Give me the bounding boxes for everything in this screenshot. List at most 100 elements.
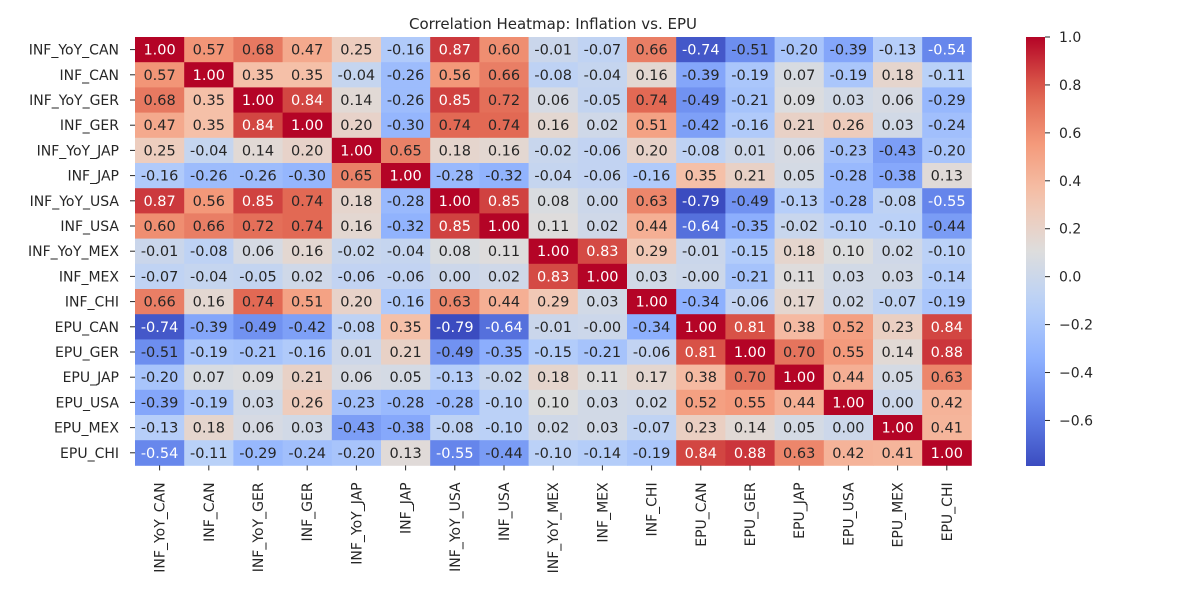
cell-value-label: 0.74: [488, 118, 520, 134]
cell-value-label: 0.25: [143, 143, 175, 159]
cell-value-label: 0.72: [242, 219, 274, 235]
heatmap-cell: [627, 188, 677, 214]
cell-value-label: -0.19: [633, 446, 671, 462]
heatmap-cell: [331, 440, 382, 466]
cell-value-label: 0.74: [291, 194, 323, 210]
heatmap-cell: [774, 415, 825, 441]
cell-value-label: -0.01: [534, 43, 572, 59]
heatmap-cell: [282, 112, 333, 139]
cell-value-label: 0.03: [586, 295, 618, 311]
cell-value-label: -0.06: [584, 143, 622, 159]
colorbar-tick-label: 0.2: [1059, 222, 1081, 238]
heatmap-cell: [233, 188, 283, 214]
cell-value-label: -0.07: [879, 295, 917, 311]
cell-value-label: 0.29: [537, 295, 569, 311]
heatmap-cell: [676, 163, 726, 189]
cell-value-label: -0.24: [928, 118, 966, 134]
heatmap-cell: [676, 188, 726, 214]
cell-value-label: 0.44: [635, 219, 667, 235]
heatmap-cell: [577, 112, 628, 139]
heatmap-cell: [184, 389, 234, 416]
heatmap-cell: [676, 364, 726, 391]
cell-value-label: -0.02: [485, 370, 523, 386]
cell-value-label: 0.74: [242, 295, 274, 311]
row-label: EPU_MEX: [54, 421, 119, 437]
cell-value-label: -0.10: [928, 244, 966, 260]
heatmap-cell: [725, 389, 775, 416]
heatmap-cell: [577, 37, 628, 63]
cell-value-label: -0.28: [436, 395, 474, 411]
heatmap-cell: [823, 37, 874, 63]
heatmap-cell: [528, 440, 579, 466]
cell-value-label: -0.39: [682, 68, 720, 84]
heatmap-cell: [528, 188, 579, 214]
cell-value-label: 0.14: [340, 93, 372, 109]
heatmap-cell: [430, 389, 480, 416]
cell-value-label: 0.11: [537, 219, 569, 235]
heatmap-cell: [282, 389, 333, 416]
heatmap-cell: [479, 364, 529, 391]
cell-value-label: 0.70: [783, 345, 815, 361]
heatmap-cell: [479, 62, 529, 88]
cell-value-label: -0.16: [633, 169, 671, 185]
cell-value-label: 0.00: [439, 269, 471, 285]
cell-value-label: 0.14: [881, 345, 913, 361]
row-label: INF_YoY_USA: [30, 194, 120, 210]
heatmap-cell: [381, 238, 431, 265]
cell-value-label: 0.63: [439, 295, 471, 311]
cell-value-label: 0.23: [685, 421, 717, 437]
heatmap-cell: [577, 62, 628, 88]
cell-value-label: 0.03: [586, 395, 618, 411]
cell-value-label: -0.49: [436, 345, 474, 361]
cell-value-label: 0.11: [488, 244, 520, 260]
heatmap-cell: [823, 163, 874, 189]
cell-value-label: 0.38: [685, 370, 717, 386]
cell-value-label: -0.54: [141, 446, 179, 462]
cell-value-label: 0.85: [439, 93, 471, 109]
cell-value-label: -0.01: [534, 320, 572, 336]
heatmap-cell: [528, 37, 579, 63]
cell-value-label: 1.00: [881, 421, 913, 437]
heatmap-cell: [922, 87, 972, 113]
heatmap-cell: [774, 137, 825, 164]
heatmap-cell: [774, 364, 825, 391]
row-label: INF_MEX: [59, 269, 120, 285]
heatmap-cell: [577, 289, 628, 315]
cell-value-label: -0.16: [387, 43, 425, 59]
heatmap-cell: [430, 188, 480, 214]
cell-value-label: 0.07: [193, 370, 225, 386]
heatmap-cell: [282, 314, 333, 340]
cell-value-label: 0.84: [242, 118, 274, 134]
cell-value-label: -0.55: [436, 446, 474, 462]
heatmap-cell: [184, 238, 234, 265]
heatmap-cell: [430, 339, 480, 365]
cell-value-label: 0.06: [242, 421, 274, 437]
heatmap-cell: [676, 137, 726, 164]
chart-title: Correlation Heatmap: Inflation vs. EPU: [409, 15, 697, 33]
column-label: INF_YoY_CAN: [153, 482, 169, 572]
cell-value-label: 0.10: [537, 395, 569, 411]
heatmap-cell: [331, 263, 382, 290]
heatmap-cell: [676, 112, 726, 139]
cell-value-label: 0.20: [340, 118, 372, 134]
heatmap-cell: [331, 62, 382, 88]
cell-value-label: -0.08: [436, 421, 474, 437]
heatmap-cell: [381, 415, 431, 441]
heatmap-cell: [430, 364, 480, 391]
cell-value-label: 0.14: [734, 421, 766, 437]
heatmap-cell: [725, 112, 775, 139]
heatmap-cell: [873, 112, 923, 139]
column-label: INF_MEX: [595, 482, 611, 543]
heatmap-cell: [331, 289, 382, 315]
cell-value-label: 0.63: [931, 370, 963, 386]
cell-value-label: -0.14: [928, 269, 966, 285]
cell-value-label: 0.44: [832, 370, 864, 386]
heatmap-cell: [627, 389, 677, 416]
cell-value-label: 0.72: [488, 93, 520, 109]
heatmap-cell: [430, 263, 480, 290]
heatmap-cell: [774, 314, 825, 340]
cell-value-label: -0.01: [141, 244, 179, 260]
cell-value-label: 1.00: [340, 143, 372, 159]
row-label: EPU_GER: [55, 345, 119, 361]
heatmap-cell: [282, 163, 333, 189]
